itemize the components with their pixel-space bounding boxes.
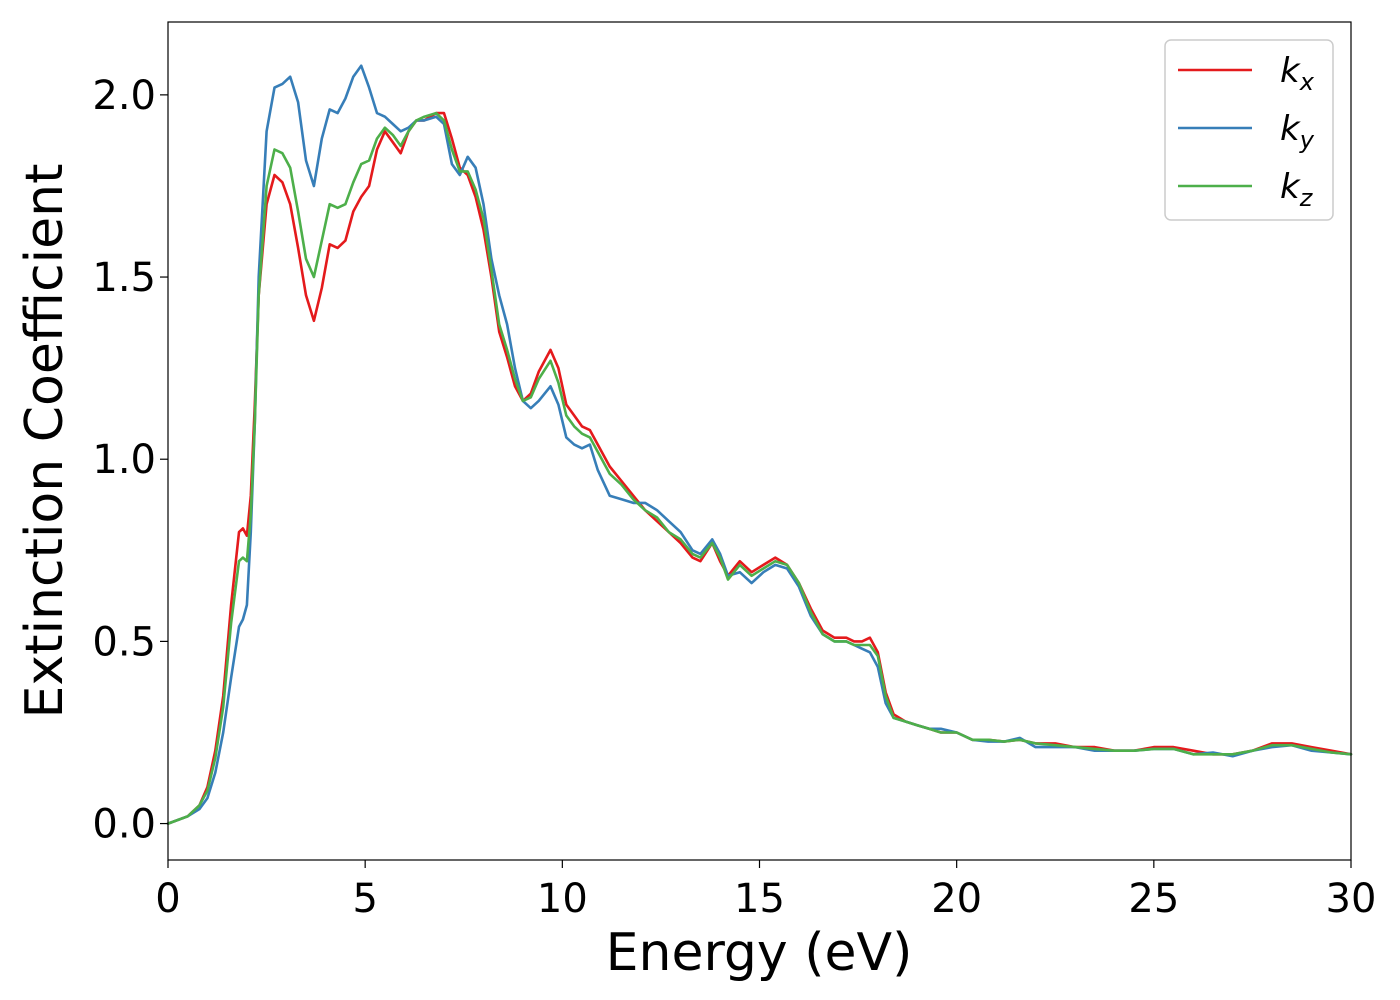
legend-box (1164, 39, 1334, 221)
ticks-layer: 0 5 10 15 20 25 30 0.0 0.5 1.0 1.5 2.0 (92, 73, 1376, 922)
legend-label-x: kx (1280, 51, 1315, 96)
legend: kx ky kz (1164, 39, 1334, 221)
legend-entries: kx ky kz (1178, 51, 1315, 212)
legend-label-z: kz (1280, 167, 1314, 212)
y-tick-label: 1.5 (92, 255, 156, 301)
y-tick-label: 0.0 (92, 802, 156, 848)
x-axis-title: Energy (eV) (606, 923, 913, 983)
series-layer (166, 64, 1353, 825)
legend-label-y: ky (1280, 109, 1315, 154)
x-tick-label: 0 (155, 876, 180, 922)
x-tick-label: 5 (352, 876, 377, 922)
x-tick-label: 30 (1326, 876, 1377, 922)
x-tick-label: 15 (734, 876, 785, 922)
y-tick-label: 1.0 (92, 437, 156, 483)
y-tick-label: 0.5 (92, 619, 156, 665)
x-tick-label: 20 (931, 876, 982, 922)
y-tick-label: 2.0 (92, 73, 156, 119)
y-axis-title: Extinction Coefficient (15, 164, 75, 719)
x-tick-label: 25 (1128, 876, 1179, 922)
series-line-z (166, 111, 1353, 825)
x-tick-label: 10 (537, 876, 588, 922)
